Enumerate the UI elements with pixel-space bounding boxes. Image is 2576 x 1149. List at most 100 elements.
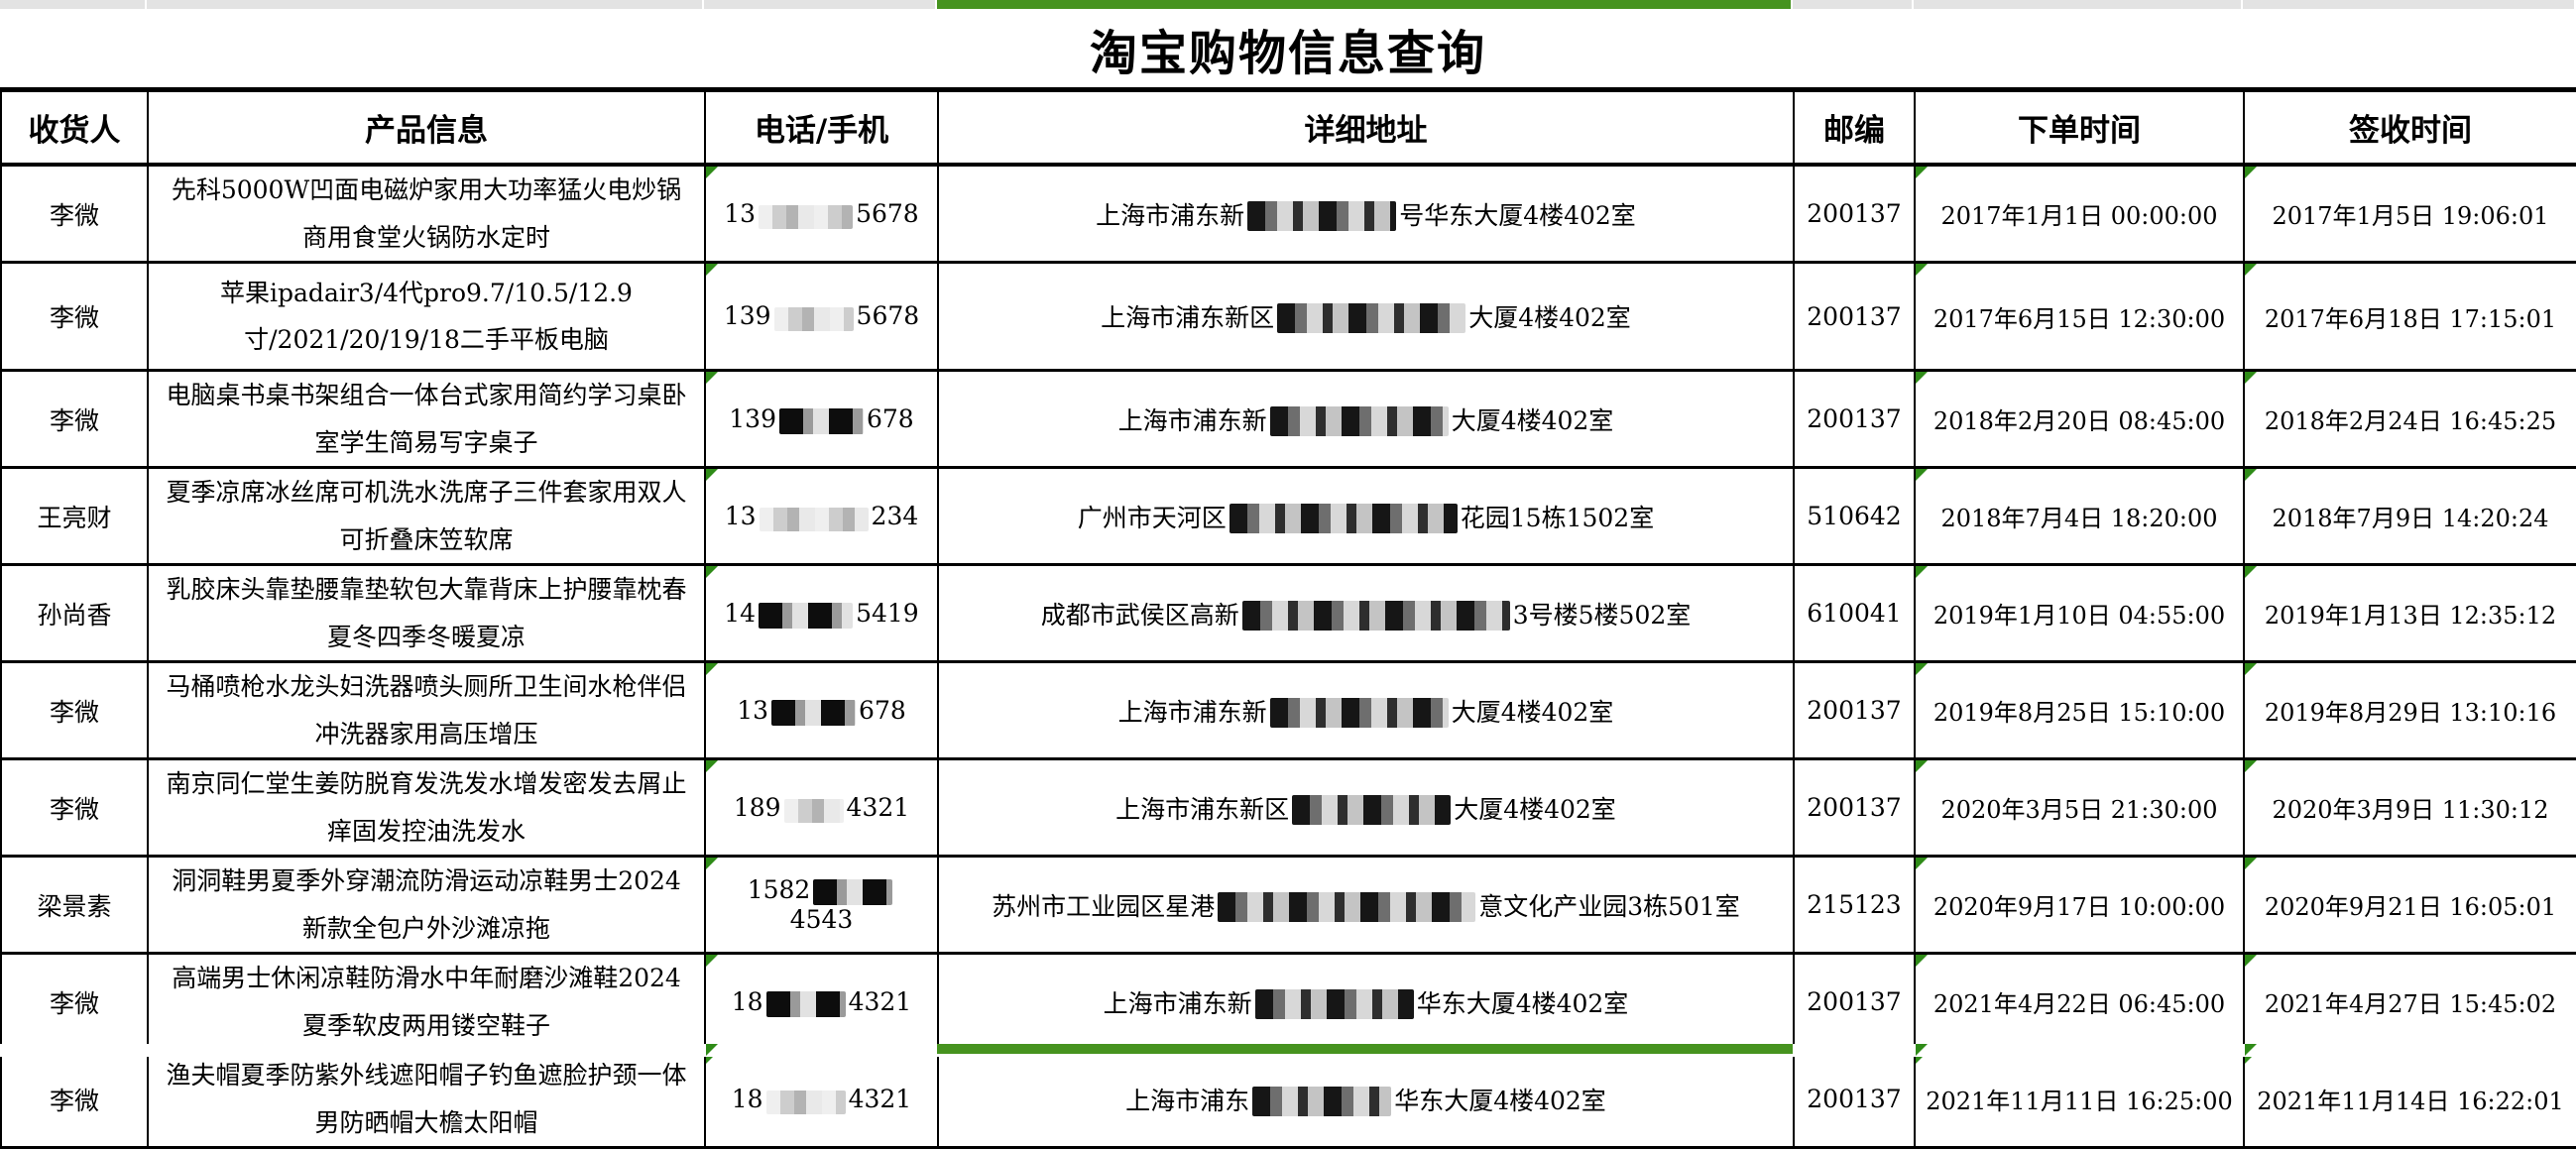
cell-order-time[interactable]: 2017年1月1日 00:00:00 (1914, 163, 2245, 264)
column-header-sign-time[interactable]: 签收时间 (2243, 87, 2576, 167)
partial-cell[interactable] (1793, 0, 1912, 9)
cell-address[interactable]: 广州市天河区 花园15栋1502室 (937, 466, 1795, 566)
cell-recipient[interactable]: 李微 (0, 163, 149, 264)
cell-sign-time[interactable]: 2020年3月9日 11:30:12 (2243, 757, 2576, 858)
cell-order-time[interactable]: 2018年2月20日 08:45:00 (1914, 369, 2245, 469)
address-prefix: 上海市浦东 (1125, 1086, 1250, 1115)
cell-address[interactable]: 上海市浦东新 号华东大厦4楼402室 (937, 163, 1795, 264)
cell-postcode[interactable]: 610041 (1793, 563, 1916, 663)
bottom-partial-row (0, 1044, 2576, 1057)
table-row: 王亮财 夏季凉席冰丝席可机洗水洗席子三件套家用双人可折叠床笠软席 13 234 广… (0, 466, 2576, 566)
cell-address[interactable]: 上海市浦东新 华东大厦4楼402室 (937, 952, 1795, 1052)
cell-order-time[interactable]: 2021年4月22日 06:45:00 (1914, 952, 2245, 1052)
cell-recipient[interactable]: 李微 (0, 261, 149, 372)
cell-postcode[interactable]: 200137 (1793, 757, 1916, 858)
table-row: 孙尚香 乳胶床头靠垫腰靠垫软包大靠背床上护腰靠枕春夏冬四季冬暖夏凉 14 5419… (0, 563, 2576, 663)
cell-phone[interactable]: 13 234 (704, 466, 939, 566)
cell-postcode[interactable]: 200137 (1793, 952, 1916, 1052)
cell-postcode[interactable]: 215123 (1793, 855, 1916, 955)
cell-product[interactable]: 南京同仁堂生姜防脱育发洗发水增发密发去屑止痒固发控油洗发水 (147, 757, 706, 858)
cell-order-time[interactable]: 2021年11月11日 16:25:00 (1914, 1049, 2245, 1149)
cell-order-time[interactable]: 2017年6月15日 12:30:00 (1914, 261, 2245, 372)
cell-address[interactable]: 上海市浦东 华东大厦4楼402室 (937, 1049, 1795, 1149)
cell-product[interactable]: 马桶喷枪水龙头妇洗器喷头厕所卫生间水枪伴侣冲洗器家用高压增压 (147, 660, 706, 760)
cell-phone[interactable]: 139 5678 (704, 261, 939, 372)
cell-product[interactable]: 先科5000W凹面电磁炉家用大功率猛火电炒锅商用食堂火锅防水定时 (147, 163, 706, 264)
cell-product[interactable]: 夏季凉席冰丝席可机洗水洗席子三件套家用双人可折叠床笠软席 (147, 466, 706, 566)
address-prefix: 上海市浦东新区 (1101, 303, 1275, 332)
cell-order-time[interactable]: 2019年1月10日 04:55:00 (1914, 563, 2245, 663)
cell-phone[interactable]: 13 5678 (704, 163, 939, 264)
cell-postcode[interactable]: 200137 (1793, 261, 1916, 372)
cell-product[interactable]: 渔夫帽夏季防紫外线遮阳帽子钓鱼遮脸护颈一体男防晒帽大檐太阳帽 (147, 1049, 706, 1149)
selected-green-cell[interactable] (937, 1044, 1793, 1054)
cell-recipient[interactable]: 李微 (0, 757, 149, 858)
cell-phone[interactable]: 18 4321 (704, 1049, 939, 1149)
cell-address[interactable]: 上海市浦东新区 大厦4楼402室 (937, 757, 1795, 858)
error-indicator-icon (2246, 167, 2257, 178)
address-suffix: 大厦4楼402室 (1451, 405, 1614, 435)
cell-product[interactable]: 高端男士休闲凉鞋防滑水中年耐磨沙滩鞋2024夏季软皮两用镂空鞋子 (147, 952, 706, 1052)
cell-product[interactable]: 电脑桌书桌书架组合一体台式家用简约学习桌卧室学生简易写字桌子 (147, 369, 706, 469)
cell-recipient[interactable]: 李微 (0, 952, 149, 1052)
cell-sign-time[interactable]: 2018年2月24日 16:45:25 (2243, 369, 2576, 469)
cell-order-time[interactable]: 2019年8月25日 15:10:00 (1914, 660, 2245, 760)
cell-sign-time[interactable]: 2021年4月27日 15:45:02 (2243, 952, 2576, 1052)
cell-postcode[interactable]: 510642 (1793, 466, 1916, 566)
partial-cell[interactable] (2243, 0, 2574, 9)
cell-sign-time[interactable]: 2021年11月14日 16:22:01 (2243, 1049, 2576, 1149)
cell-recipient[interactable]: 李微 (0, 660, 149, 760)
column-header-address[interactable]: 详细地址 (937, 87, 1795, 167)
cell-product[interactable]: 苹果ipadair3/4代pro9.7/10.5/12.9寸/2021/20/1… (147, 261, 706, 372)
cell-order-time[interactable]: 2018年7月4日 18:20:00 (1914, 466, 2245, 566)
cell-recipient[interactable]: 孙尚香 (0, 563, 149, 663)
cell-sign-time[interactable]: 2017年6月18日 17:15:01 (2243, 261, 2576, 372)
cell-sign-time[interactable]: 2019年1月13日 12:35:12 (2243, 563, 2576, 663)
cell-recipient[interactable]: 李微 (0, 369, 149, 469)
cell-sign-time[interactable]: 2020年9月21日 16:05:01 (2243, 855, 2576, 955)
cell-postcode[interactable]: 200137 (1793, 1049, 1916, 1149)
cell-sign-time[interactable]: 2017年1月5日 19:06:01 (2243, 163, 2576, 264)
column-header-order-time[interactable]: 下单时间 (1914, 87, 2245, 167)
cell-postcode[interactable]: 200137 (1793, 369, 1916, 469)
cell-recipient[interactable]: 王亮财 (0, 466, 149, 566)
cell-product[interactable]: 洞洞鞋男夏季外穿潮流防滑运动凉鞋男士2024新款全包户外沙滩凉拖 (147, 855, 706, 955)
cell-address[interactable]: 上海市浦东新 大厦4楼402室 (937, 369, 1795, 469)
column-header-recipient[interactable]: 收货人 (0, 87, 149, 167)
phone-suffix: 4321 (848, 1084, 912, 1113)
cell-order-time[interactable]: 2020年9月17日 10:00:00 (1914, 855, 2245, 955)
error-indicator-icon (2246, 664, 2257, 675)
table-row: 李微 南京同仁堂生姜防脱育发洗发水增发密发去屑止痒固发控油洗发水 189 4321… (0, 757, 2576, 858)
address-prefix: 上海市浦东新 (1103, 988, 1252, 1018)
cell-recipient[interactable]: 梁景素 (0, 855, 149, 955)
cell-postcode[interactable]: 200137 (1793, 660, 1916, 760)
cell-address[interactable]: 上海市浦东新 大厦4楼402室 (937, 660, 1795, 760)
cell-phone[interactable]: 18 4321 (704, 952, 939, 1052)
cell-postcode[interactable]: 200137 (1793, 163, 1916, 264)
cell-order-time[interactable]: 2020年3月5日 21:30:00 (1914, 757, 2245, 858)
cell-phone[interactable]: 139 678 (704, 369, 939, 469)
phone-redaction-mosaic (773, 307, 854, 331)
partial-cell[interactable] (1914, 0, 2241, 9)
sign-time-text: 2020年9月21日 16:05:01 (2264, 893, 2557, 921)
column-header-postcode[interactable]: 邮编 (1793, 87, 1916, 167)
column-header-product[interactable]: 产品信息 (147, 87, 706, 167)
cell-sign-time[interactable]: 2019年8月29日 13:10:16 (2243, 660, 2576, 760)
cell-product[interactable]: 乳胶床头靠垫腰靠垫软包大靠背床上护腰靠枕春夏冬四季冬暖夏凉 (147, 563, 706, 663)
column-header-phone[interactable]: 电话/手机 (704, 87, 939, 167)
address-suffix: 华东大厦4楼402室 (1416, 988, 1629, 1018)
cell-phone[interactable]: 14 5419 (704, 563, 939, 663)
partial-cell[interactable] (0, 0, 145, 9)
cell-address[interactable]: 苏州市工业园区星港 意文化产业园3栋501室 (937, 855, 1795, 955)
cell-address[interactable]: 上海市浦东新区 大厦4楼402室 (937, 261, 1795, 372)
partial-cell[interactable] (147, 0, 702, 9)
partial-cell[interactable] (704, 0, 935, 9)
cell-address[interactable]: 成都市武侯区高新 3号楼5楼502室 (937, 563, 1795, 663)
cell-phone[interactable]: 15824543 (704, 855, 939, 955)
address-suffix: 花园15栋1502室 (1460, 503, 1655, 532)
cell-phone[interactable]: 189 4321 (704, 757, 939, 858)
cell-recipient[interactable]: 李微 (0, 1049, 149, 1149)
cell-sign-time[interactable]: 2018年7月9日 14:20:24 (2243, 466, 2576, 566)
cell-phone[interactable]: 13 678 (704, 660, 939, 760)
selected-green-cell[interactable] (937, 0, 1791, 9)
